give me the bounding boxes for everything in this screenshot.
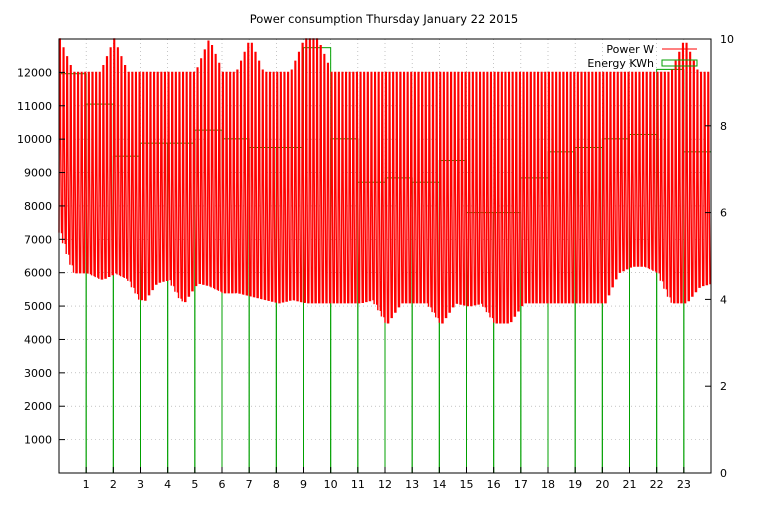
x-tick-label: 7 — [246, 478, 253, 491]
y-tick-label: 3000 — [24, 367, 52, 380]
y-tick-label: 10000 — [17, 133, 52, 146]
y-tick-label: 7000 — [24, 233, 52, 246]
x-tick-label: 16 — [487, 478, 501, 491]
legend-swatch-energy — [661, 59, 698, 67]
y-tick-label: 9000 — [24, 167, 52, 180]
x-tick-label: 11 — [351, 478, 365, 491]
y2-tick-label: 8 — [720, 120, 727, 133]
x-tick-label: 14 — [432, 478, 446, 491]
power-line — [58, 38, 711, 324]
y-tick-label: 5000 — [24, 300, 52, 313]
y2-tick-label: 10 — [720, 33, 734, 46]
y-tick-label: 11000 — [17, 100, 52, 113]
legend-label-power: Power W — [606, 43, 654, 56]
y2-tick-label: 0 — [720, 467, 727, 480]
x-tick-label: 10 — [324, 478, 338, 491]
y2-tick-label: 2 — [720, 380, 727, 393]
y-tick-label: 4000 — [24, 333, 52, 346]
y-tick-label: 8000 — [24, 200, 52, 213]
x-tick-label: 23 — [677, 478, 691, 491]
x-tick-label: 22 — [650, 478, 664, 491]
x-tick-label: 15 — [460, 478, 474, 491]
x-tick-label: 18 — [541, 478, 555, 491]
legend: Power W Energy KWh — [587, 43, 698, 70]
x-tick-label: 8 — [273, 478, 280, 491]
x-tick-label: 3 — [137, 478, 144, 491]
x-tick-label: 6 — [219, 478, 226, 491]
x-tick-label: 5 — [191, 478, 198, 491]
x-tick-label: 20 — [595, 478, 609, 491]
y-tick-label: 6000 — [24, 267, 52, 280]
x-tick-label: 1 — [83, 478, 90, 491]
y-tick-label: 1000 — [24, 434, 52, 447]
y2-tick-label: 6 — [720, 207, 727, 220]
x-tick-label: 4 — [164, 478, 171, 491]
axes: 1000 2000 3000 4000 5000 6000 7000 8000 9000 1000… — [17, 33, 734, 491]
y2-tick-label: 4 — [720, 293, 727, 306]
power-w-series — [58, 38, 711, 324]
x-tick-label: 2 — [110, 478, 117, 491]
chart-title: Power consumption Thursday January 22 20… — [250, 12, 518, 26]
x-tick-label: 12 — [378, 478, 392, 491]
y-tick-label: 12000 — [17, 66, 52, 79]
x-tick-label: 21 — [623, 478, 637, 491]
x-tick-label: 13 — [405, 478, 419, 491]
x-tick-label: 9 — [300, 478, 307, 491]
x-tick-label: 19 — [568, 478, 582, 491]
y-tick-label: 2000 — [24, 400, 52, 413]
x-tick-label: 17 — [514, 478, 528, 491]
legend-label-energy: Energy KWh — [587, 57, 654, 70]
